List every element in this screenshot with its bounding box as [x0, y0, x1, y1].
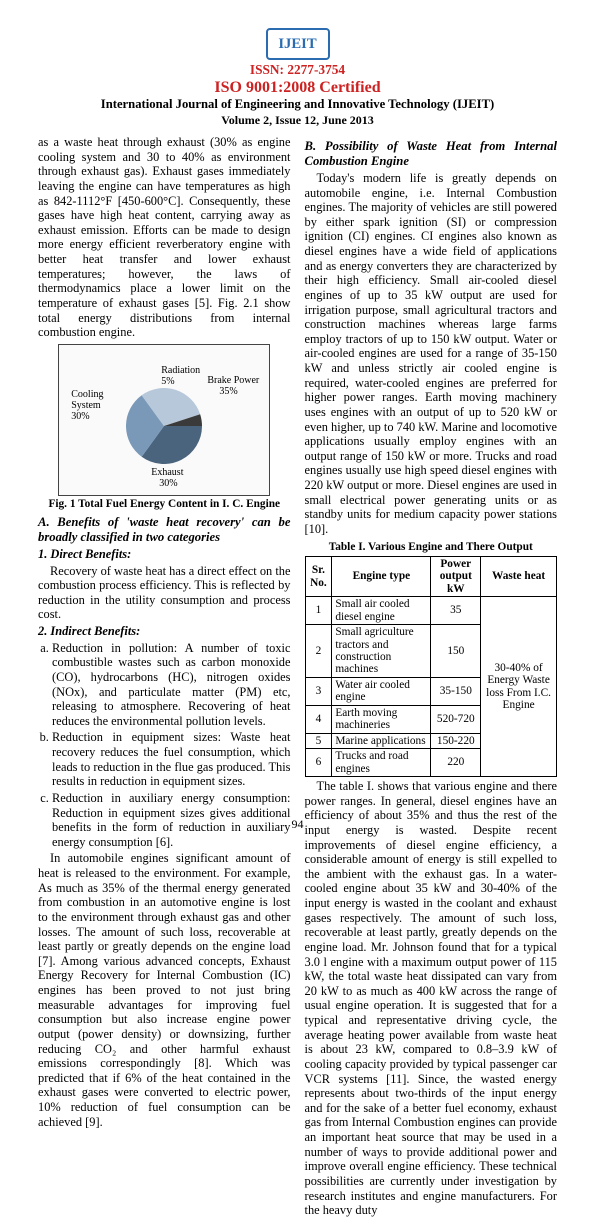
label-cooling: CoolingSystem30% [71, 389, 103, 422]
issn: ISSN: 2277-3754 [250, 62, 345, 77]
label-radiation: Radiation5% [161, 365, 200, 387]
cell-type: Water air cooled engine [332, 677, 431, 705]
cell-waste: 30-40% of Energy Waste loss From I.C. En… [481, 597, 557, 777]
cell-type: Earth moving machineries [332, 705, 431, 733]
volume-issue: Volume 2, Issue 12, June 2013 [221, 113, 374, 127]
cell-type: Small agriculture tractors and construct… [332, 625, 431, 678]
right-column: B. Possibility of Waste Heat from Intern… [305, 135, 558, 1220]
intro-paragraph: as a waste heat through exhaust (30% as … [38, 135, 291, 340]
section-b-body: Today's modern life is greatly depends o… [305, 171, 558, 537]
label-brake: Brake Power 35% [207, 375, 259, 397]
section-b-title: B. Possibility of Waste Heat from Intern… [305, 139, 558, 169]
benefit-a: Reduction in pollution: A number of toxi… [52, 641, 291, 729]
cell-sr: 1 [305, 597, 332, 625]
table-row: 1 Small air cooled diesel engine 35 30-4… [305, 597, 557, 625]
direct-benefits-body: Recovery of waste heat has a direct effe… [38, 564, 291, 623]
journal-title: International Journal of Engineering and… [101, 97, 494, 111]
closing-paragraph: In automobile engines significant amount… [38, 851, 291, 1129]
page-number: 94 [0, 817, 595, 832]
cell-pow: 35 [431, 597, 481, 625]
cell-type: Trucks and road engines [332, 749, 431, 777]
cell-sr: 2 [305, 625, 332, 678]
left-column: as a waste heat through exhaust (30% as … [38, 135, 291, 1220]
logo: IJEIT [266, 28, 330, 60]
cell-sr: 5 [305, 733, 332, 748]
cell-pow: 520-720 [431, 705, 481, 733]
engine-output-table: Sr. No. Engine type Power output kW Wast… [305, 556, 558, 777]
cell-sr: 4 [305, 705, 332, 733]
cell-pow: 150 [431, 625, 481, 678]
th-sr: Sr. No. [305, 556, 332, 596]
section-a-title: A. Benefits of 'waste heat recovery' can… [38, 515, 291, 545]
th-waste: Waste heat [481, 556, 557, 596]
table-1-caption: Table I. Various Engine and There Output [305, 541, 558, 554]
pie-svg [126, 388, 202, 464]
cell-type: Marine applications [332, 733, 431, 748]
indirect-benefits-head: 2. Indirect Benefits: [38, 624, 291, 639]
cell-sr: 6 [305, 749, 332, 777]
cell-sr: 3 [305, 677, 332, 705]
cell-pow: 35-150 [431, 677, 481, 705]
page-header: IJEIT ISSN: 2277-3754 ISO 9001:2008 Cert… [38, 28, 557, 129]
iso-cert: ISO 9001:2008 Certified [214, 79, 380, 96]
th-type: Engine type [332, 556, 431, 596]
cell-type: Small air cooled diesel engine [332, 597, 431, 625]
two-column-layout: as a waste heat through exhaust (30% as … [38, 135, 557, 1220]
after-table-paragraph: The table I. shows that various engine a… [305, 779, 558, 1218]
figure-1-caption: Fig. 1 Total Fuel Energy Content in I. C… [38, 498, 291, 511]
direct-benefits-head: 1. Direct Benefits: [38, 547, 291, 562]
energy-pie-chart: Radiation5% Brake Power 35% CoolingSyste… [58, 344, 270, 496]
cell-pow: 220 [431, 749, 481, 777]
th-power: Power output kW [431, 556, 481, 596]
cell-pow: 150-220 [431, 733, 481, 748]
table-header-row: Sr. No. Engine type Power output kW Wast… [305, 556, 557, 596]
label-exhaust: Exhaust 30% [151, 467, 183, 489]
benefit-b: Reduction in equipment sizes: Waste heat… [52, 730, 291, 789]
